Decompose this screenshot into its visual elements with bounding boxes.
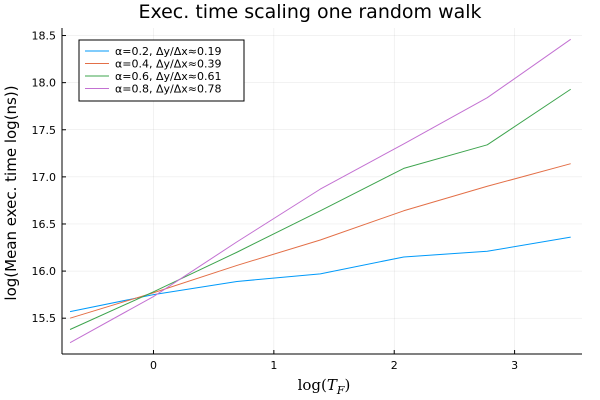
- x-tick-label: 1: [270, 359, 277, 372]
- x-axis-label-var: T: [327, 376, 338, 394]
- x-axis-label-close: ): [345, 376, 351, 394]
- chart-title: Exec. time scaling one random walk: [138, 1, 481, 23]
- x-axis-label-base: log(: [298, 376, 327, 394]
- series-line-1: [69, 236, 571, 313]
- legend-box: [78, 39, 245, 102]
- x-tick-label: 2: [391, 359, 398, 372]
- x-axis-label-sub: F: [336, 384, 345, 397]
- y-tick-label: 16.0: [32, 265, 57, 278]
- x-tick-label: 0: [150, 359, 157, 372]
- series-line-2: [69, 163, 571, 319]
- legend-entry-2: α=0.4, Δy/Δx≈0.39: [115, 58, 221, 71]
- y-axis-label: log(Mean exec. time log(ns)): [2, 85, 20, 300]
- y-tick-label: 16.5: [32, 218, 57, 231]
- legend-entry-1: α=0.2, Δy/Δx≈0.19: [115, 45, 221, 58]
- series-line-3: [69, 88, 571, 330]
- axes: [61, 28, 582, 355]
- y-tick-label: 18.0: [32, 77, 57, 90]
- legend-entry-4: α=0.8, Δy/Δx≈0.78: [115, 83, 221, 96]
- y-tick-label: 17.0: [32, 171, 57, 184]
- grid: [62, 28, 582, 354]
- series-line-4: [69, 38, 571, 344]
- y-tick-label: 15.5: [32, 312, 57, 325]
- series-group: [69, 38, 571, 344]
- y-tick-label: 17.5: [32, 124, 57, 137]
- x-tick-label: 3: [511, 359, 518, 372]
- x-axis-label: log(TF): [298, 376, 351, 397]
- legend: α=0.2, Δy/Δx≈0.19α=0.4, Δy/Δx≈0.39α=0.6,…: [78, 39, 245, 102]
- legend-entry-3: α=0.6, Δy/Δx≈0.61: [115, 70, 221, 83]
- y-tick-label: 18.5: [32, 30, 57, 43]
- tick-labels: 0 1 2 3 15.5 16.0 16.5 17.0 17.5 18.0 18.5: [32, 30, 519, 372]
